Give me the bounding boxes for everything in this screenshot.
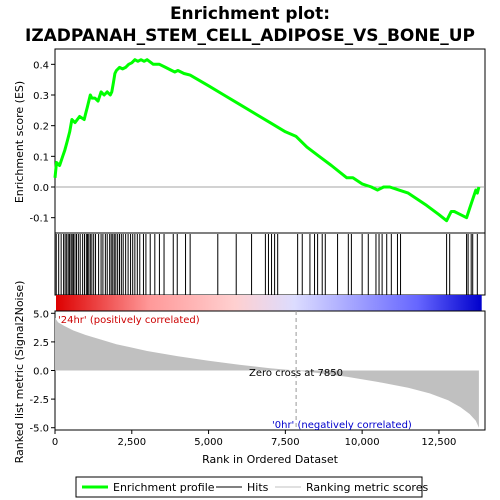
enrichment-profile [53,58,481,223]
legend: Enrichment profile Hits Ranking metric sco… [82,481,428,494]
enrichment-profile-line [53,58,481,223]
x-tick-label: 10,000 [345,437,380,448]
hits-panel [54,232,486,296]
legend-label: Hits [247,481,269,494]
legend-label: Enrichment profile [113,481,215,494]
ranking-metric-fill [55,317,479,428]
x-tick-label: 5,000 [194,437,223,448]
es-y-tick-label: 0.3 [33,91,49,102]
hits-lines [55,234,478,295]
negative-label: '0hr' (negatively correlated) [272,420,412,431]
x-axis: 0 2,500 5,000 7,500 10,000 12,500 [52,430,456,448]
gradient-rect [56,295,482,311]
chart-subtitle: IZADPANAH_STEM_CELL_ADIPOSE_VS_BONE_UP [25,26,475,46]
metric-y-tick-label: -2.5 [29,395,49,406]
es-panel [54,48,486,234]
metric-y-label: Ranked list metric (Signal2Noise) [13,281,26,464]
es-y-tick-label: -0.1 [29,214,49,225]
es-y-label: Enrichment score (ES) [13,81,26,203]
rank-gradient-bar [56,295,482,311]
positive-label: '24hr' (positively correlated) [58,315,200,326]
x-tick-label: 7,500 [271,437,300,448]
es-y-axis: 0.4 0.3 0.2 0.1 0.0 -0.1 [29,60,55,225]
x-tick-label: 0 [52,437,58,448]
chart-title: Enrichment plot: [170,4,330,24]
es-y-tick-label: 0.2 [33,122,49,133]
legend-label: Ranking metric scores [306,481,428,494]
ranking-metric-area [55,317,479,428]
metric-y-axis: 5.0 2.5 0.0 -2.5 -5.0 [29,309,55,435]
zero-cross-label: Zero cross at 7850 [249,368,343,379]
x-axis-label: Rank in Ordered Dataset [202,453,339,466]
x-tick-label: 2,500 [117,437,146,448]
metric-y-tick-label: 0.0 [33,367,49,378]
es-y-tick-label: 0.0 [33,183,49,194]
legend-box [75,476,423,498]
es-y-tick-label: 0.1 [33,152,49,163]
metric-y-tick-label: 5.0 [33,309,49,320]
es-y-tick-label: 0.4 [33,60,49,71]
metric-y-tick-label: -5.0 [29,424,49,435]
x-tick-label: 12,500 [421,437,456,448]
metric-y-tick-label: 2.5 [33,338,49,349]
